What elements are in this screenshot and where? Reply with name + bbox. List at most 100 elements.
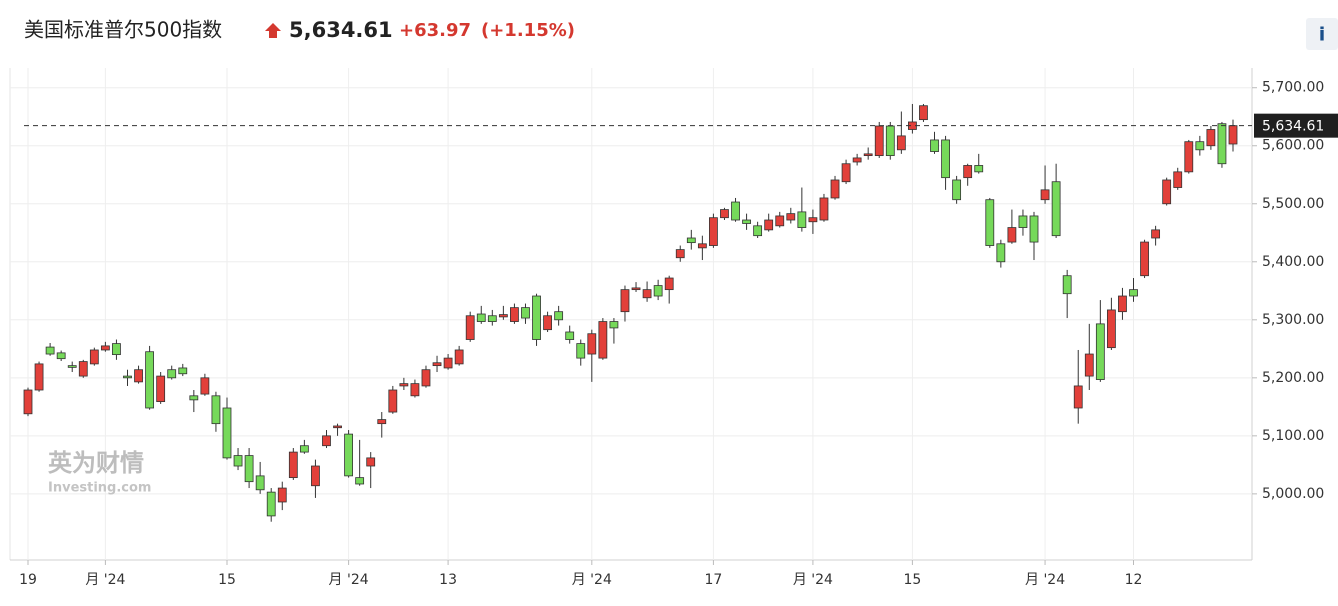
- candle-body: [819, 197, 829, 221]
- candle-body: [311, 465, 320, 487]
- candle-body: [476, 313, 486, 322]
- candle-body: [664, 277, 674, 291]
- candle-body: [930, 139, 939, 152]
- candle-body: [1140, 241, 1149, 277]
- candle-body: [1173, 171, 1183, 188]
- y-tick-label: 5,400.00: [1262, 254, 1324, 270]
- candle-body: [78, 361, 88, 377]
- candle-body: [266, 491, 276, 517]
- y-tick-label: 5,700.00: [1262, 80, 1324, 96]
- candle-body: [1162, 179, 1172, 205]
- candle-body: [1029, 215, 1039, 243]
- candle-body: [443, 357, 453, 369]
- candle-body: [1062, 275, 1072, 295]
- candle-body: [233, 455, 243, 467]
- candle-body: [421, 369, 431, 387]
- x-tick-label: 月 '24: [329, 572, 369, 588]
- candle-body: [675, 249, 685, 259]
- watermark: Investing.com: [48, 481, 151, 496]
- candle-body: [410, 383, 420, 397]
- candle-body: [1206, 129, 1216, 147]
- candle-body: [322, 435, 331, 447]
- x-tick-label: 15: [903, 572, 921, 588]
- candle-body: [753, 225, 763, 237]
- candle-body: [465, 315, 475, 340]
- candle-body: [941, 139, 950, 179]
- candle-body: [587, 333, 597, 355]
- candle-body: [609, 321, 619, 329]
- candle-body: [355, 477, 365, 485]
- candle-body: [554, 311, 564, 321]
- x-tick-label: 19: [19, 572, 37, 588]
- candle-body: [797, 211, 807, 228]
- candle-body: [565, 331, 575, 340]
- candle-body: [1106, 309, 1116, 349]
- candle-body: [852, 157, 862, 163]
- candle-body: [996, 243, 1006, 263]
- info-button[interactable]: [1306, 18, 1338, 50]
- candle-body: [277, 487, 287, 503]
- change: +63.97: [399, 20, 471, 41]
- candle-body: [863, 153, 873, 157]
- candle-body: [1040, 189, 1050, 201]
- candle-body: [123, 375, 132, 379]
- candle-body: [1118, 295, 1127, 313]
- info-icon[interactable]: i: [1319, 24, 1326, 46]
- candle-body: [178, 367, 188, 375]
- x-tick-label: 月 '24: [1025, 572, 1065, 588]
- y-tick-label: 5,000.00: [1262, 486, 1324, 502]
- candle-body: [244, 455, 254, 483]
- candle-body: [786, 213, 796, 221]
- candle-body: [1084, 353, 1094, 377]
- candle-body: [432, 362, 442, 367]
- candle-body: [167, 369, 177, 379]
- candle-body: [974, 165, 984, 173]
- candle-body: [34, 363, 44, 391]
- candle-body: [333, 425, 342, 429]
- candle-body: [1217, 123, 1227, 165]
- candle-body: [764, 219, 774, 231]
- candle-body: [885, 125, 895, 157]
- candle-body: [498, 314, 508, 318]
- candle-body: [952, 179, 962, 201]
- candle-body: [631, 287, 641, 291]
- candle-body: [731, 201, 740, 221]
- candle-body: [89, 349, 99, 365]
- candle-body: [189, 395, 199, 401]
- candle-body: [709, 217, 718, 246]
- candle-body: [388, 389, 398, 413]
- candle-body: [377, 419, 387, 425]
- x-tick-label: 12: [1125, 572, 1143, 588]
- candle-body: [399, 383, 409, 387]
- candle-body: [686, 237, 696, 244]
- candle-body: [1151, 229, 1161, 239]
- candle-body: [211, 395, 221, 425]
- candle-body: [1073, 385, 1083, 409]
- candle-body: [653, 285, 663, 297]
- candle-body: [1129, 289, 1138, 297]
- candle-body: [344, 433, 353, 477]
- candle-body: [576, 343, 586, 359]
- candle-body: [1051, 181, 1061, 237]
- x-tick-label: 17: [704, 572, 722, 588]
- candle-body: [532, 295, 541, 340]
- candle-body: [67, 365, 77, 368]
- candle-body: [598, 321, 608, 359]
- candle-body: [808, 217, 818, 223]
- change-pct: (+1.15%): [481, 20, 575, 41]
- candle-body: [896, 135, 906, 151]
- candle-body: [742, 219, 751, 224]
- candle-body: [841, 163, 851, 183]
- price: 5,634.61: [289, 18, 393, 42]
- candle-body: [56, 352, 66, 360]
- y-tick-label: 5,500.00: [1262, 196, 1324, 212]
- candle-body: [100, 345, 110, 351]
- candle-body: [156, 375, 166, 403]
- candle-body: [145, 351, 155, 409]
- candle-body: [919, 105, 928, 121]
- candle-body: [510, 307, 519, 322]
- y-tick-label: 5,600.00: [1262, 138, 1324, 154]
- candle-body: [299, 445, 309, 453]
